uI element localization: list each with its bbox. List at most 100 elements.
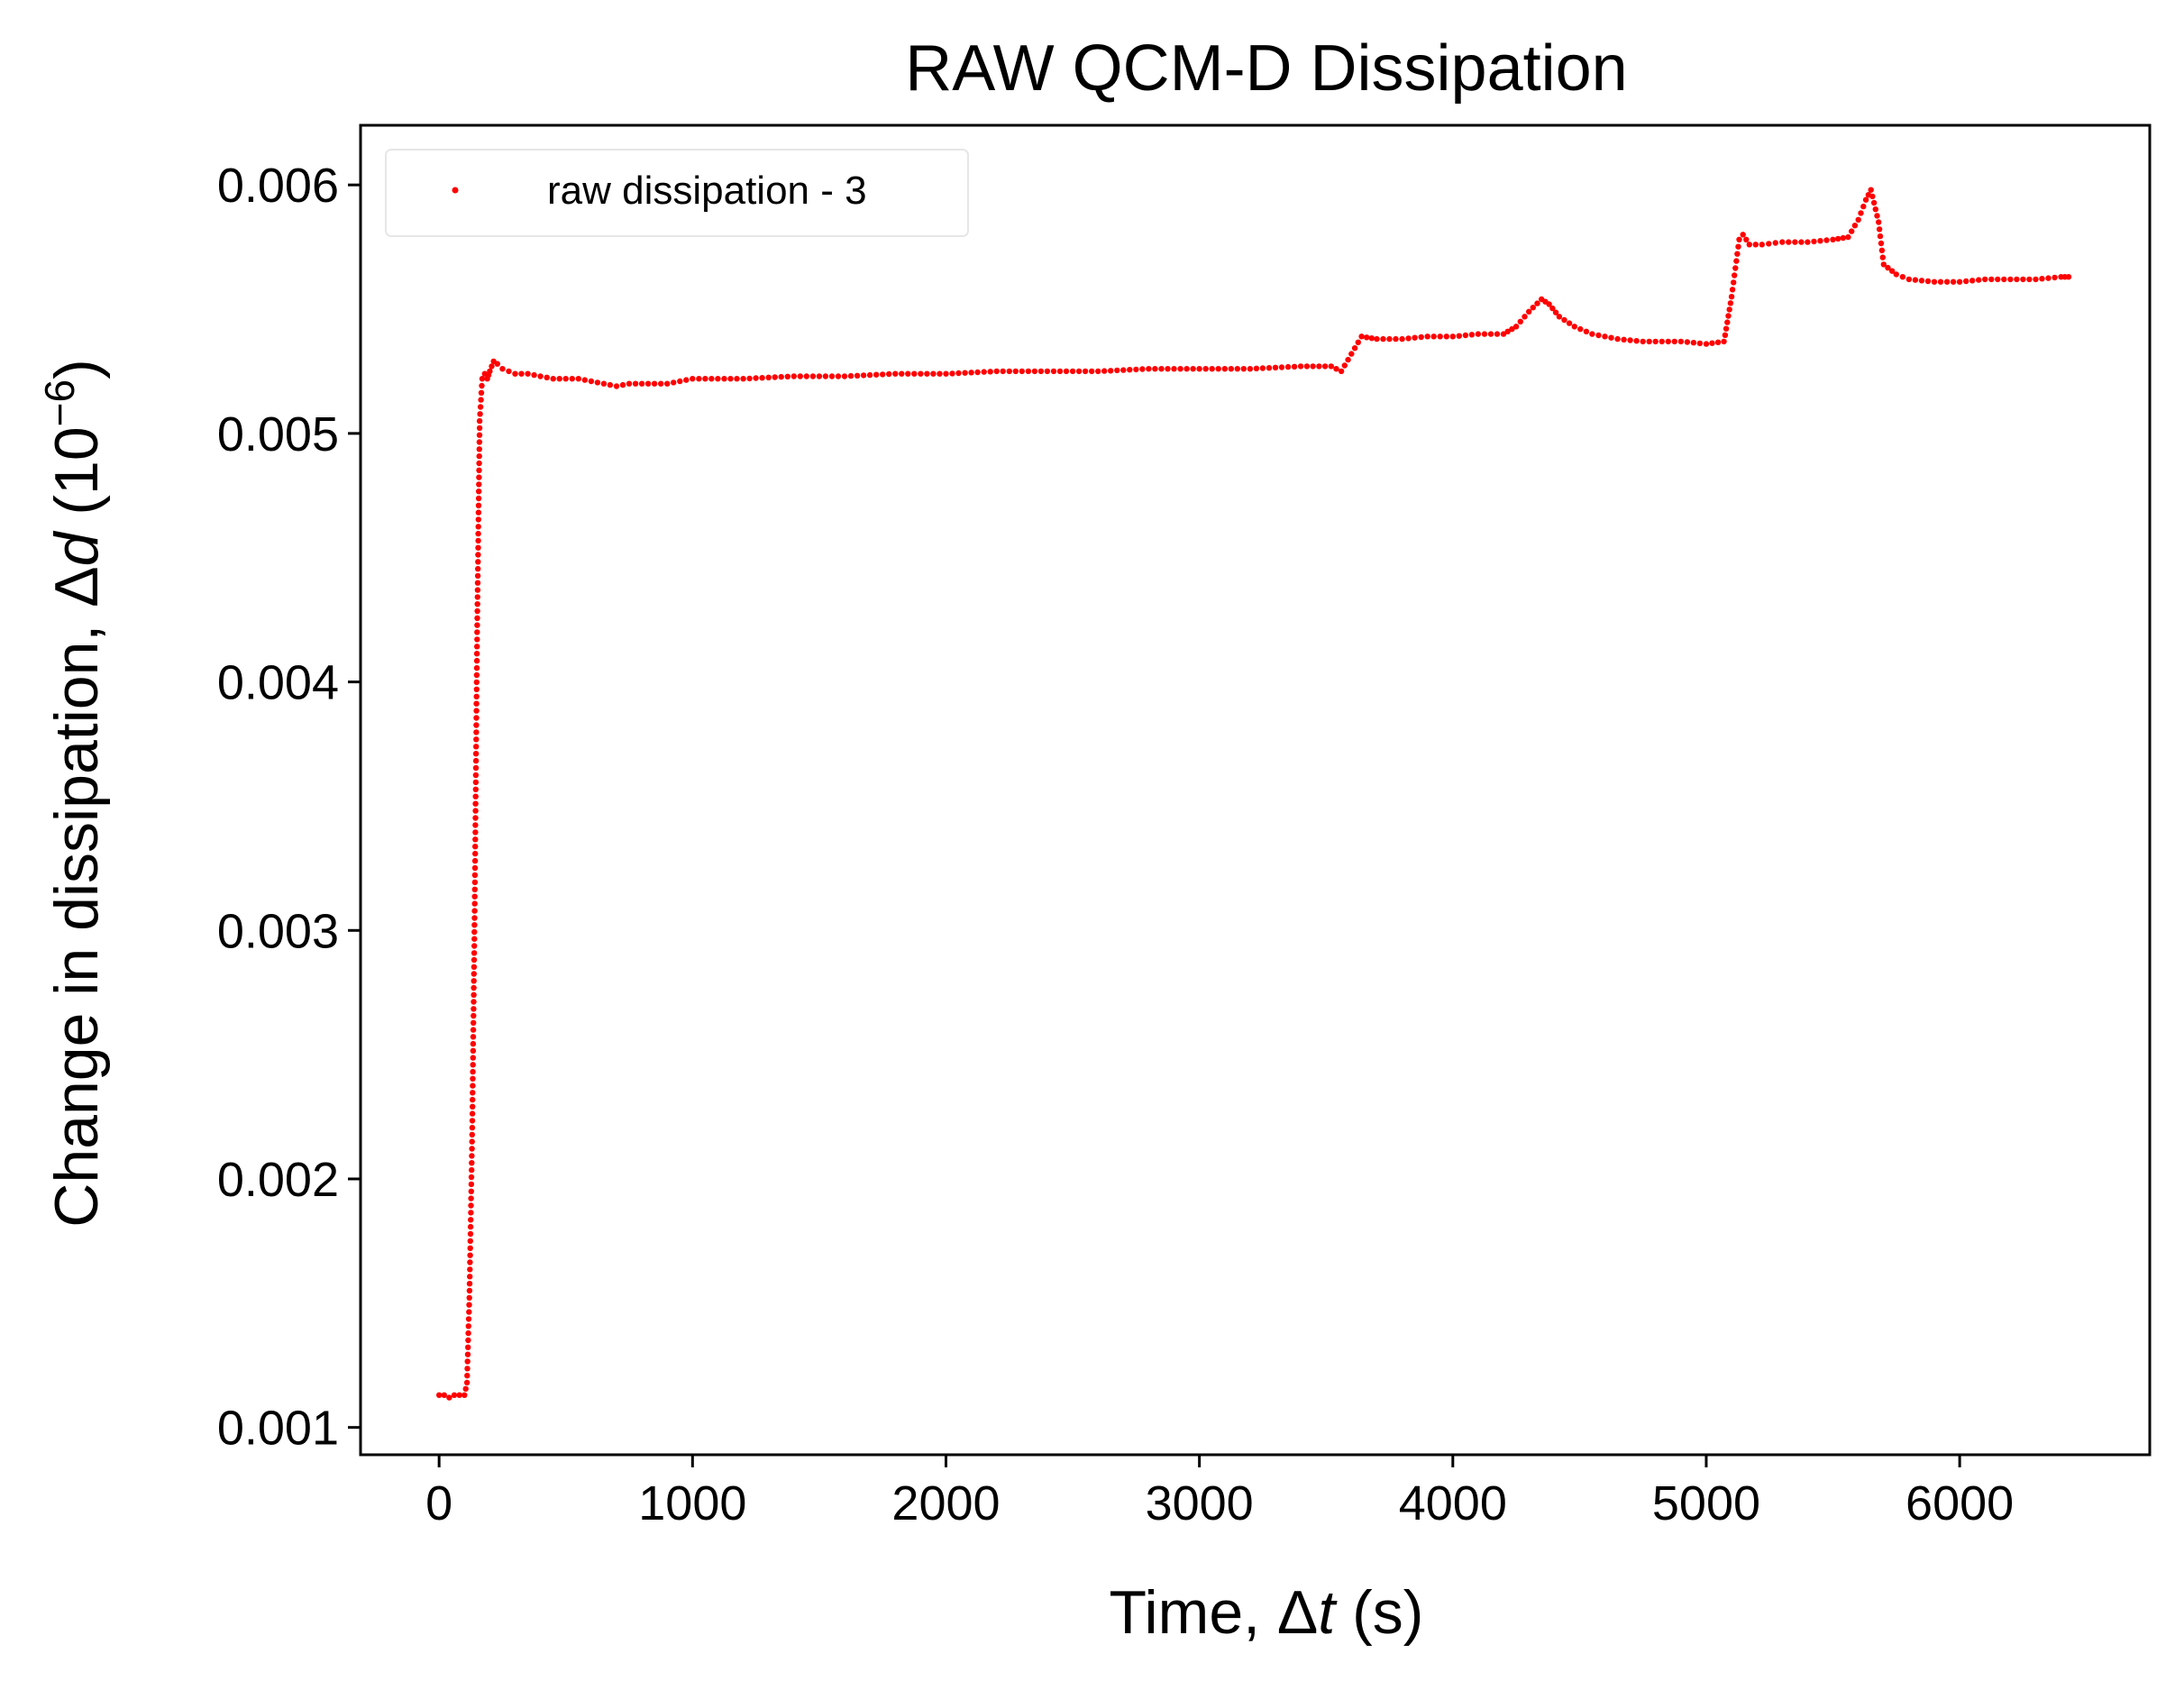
data-point xyxy=(1969,278,1976,284)
data-point xyxy=(475,530,481,537)
data-point xyxy=(466,1294,472,1302)
data-point xyxy=(1677,338,1685,345)
data-point xyxy=(866,371,873,379)
data-point xyxy=(880,371,886,378)
data-point xyxy=(479,376,486,382)
data-point xyxy=(1732,265,1739,271)
data-point xyxy=(765,374,772,380)
data-point xyxy=(473,671,480,679)
data-point xyxy=(487,368,493,375)
data-point xyxy=(1845,233,1851,241)
data-point xyxy=(828,373,836,379)
data-point xyxy=(1025,368,1032,375)
data-point xyxy=(1012,368,1019,375)
data-point xyxy=(816,373,823,379)
data-point xyxy=(918,370,924,377)
data-point xyxy=(2007,276,2014,283)
data-point xyxy=(472,786,479,792)
data-point xyxy=(472,751,480,757)
data-point xyxy=(1868,187,1874,193)
data-point xyxy=(1437,333,1443,340)
data-point xyxy=(1880,261,1887,268)
data-point xyxy=(467,1245,473,1252)
data-point xyxy=(466,1309,472,1315)
data-point xyxy=(1792,239,1798,245)
data-point xyxy=(562,376,569,382)
data-point xyxy=(494,361,500,367)
data-point xyxy=(1899,274,1906,280)
data-point xyxy=(451,1392,458,1399)
data-point xyxy=(474,636,480,643)
data-point xyxy=(2033,276,2039,283)
data-point xyxy=(468,1217,474,1223)
data-point xyxy=(469,1153,475,1159)
data-point xyxy=(474,587,481,593)
data-point xyxy=(1621,336,1627,343)
data-point xyxy=(477,404,484,410)
data-point xyxy=(1743,236,1750,242)
data-point xyxy=(746,375,753,382)
data-point xyxy=(1297,363,1304,370)
data-point xyxy=(1368,335,1375,342)
data-point xyxy=(974,369,981,376)
data-point xyxy=(778,373,784,380)
data-point xyxy=(471,943,478,949)
data-point xyxy=(2065,274,2072,280)
data-point xyxy=(658,380,664,387)
data-point xyxy=(556,376,562,382)
data-point xyxy=(1950,279,1957,285)
data-point xyxy=(471,936,478,942)
data-point xyxy=(1937,279,1944,285)
data-point xyxy=(1127,367,1133,373)
x-tick-label: 2000 xyxy=(891,1476,1000,1530)
data-point xyxy=(474,622,480,628)
data-point xyxy=(1727,300,1734,306)
data-point xyxy=(1468,332,1476,338)
data-point xyxy=(1050,368,1057,375)
data-point xyxy=(1316,363,1322,370)
y-tick-label: 0.004 xyxy=(217,656,339,710)
data-point xyxy=(477,411,483,417)
data-point xyxy=(518,370,525,377)
data-point xyxy=(1772,240,1779,246)
data-point xyxy=(1374,335,1380,343)
data-point xyxy=(892,370,899,377)
data-point xyxy=(2039,276,2045,282)
x-tick-label: 1000 xyxy=(638,1476,746,1530)
data-point xyxy=(1158,366,1165,372)
data-point xyxy=(1177,366,1183,372)
data-point xyxy=(772,374,778,380)
data-point xyxy=(1556,314,1563,320)
data-point xyxy=(471,999,477,1005)
data-point xyxy=(471,984,477,991)
data-point xyxy=(476,467,482,473)
data-point xyxy=(470,1096,476,1103)
data-point xyxy=(638,380,645,387)
data-point xyxy=(1418,333,1424,341)
data-point xyxy=(955,370,962,377)
y-tick-label: 0.003 xyxy=(217,904,339,958)
data-point xyxy=(721,376,727,382)
data-point xyxy=(1798,239,1805,245)
data-point xyxy=(1561,316,1567,324)
data-point xyxy=(1735,243,1741,250)
data-point xyxy=(475,516,481,523)
data-point xyxy=(2020,276,2026,283)
data-series xyxy=(436,187,2072,1401)
data-point xyxy=(1037,368,1045,375)
data-point xyxy=(1646,338,1652,345)
legend-label: raw dissipation - 3 xyxy=(547,169,867,213)
data-point xyxy=(471,1006,477,1012)
data-point xyxy=(1183,366,1190,372)
data-point xyxy=(1878,247,1886,253)
data-point xyxy=(671,379,677,386)
data-point xyxy=(471,857,479,864)
data-point xyxy=(1963,278,1969,285)
data-point xyxy=(1108,368,1114,374)
data-point xyxy=(461,1392,468,1399)
data-point xyxy=(2001,276,2007,283)
data-point xyxy=(470,1103,476,1110)
data-point xyxy=(2026,276,2033,283)
data-point xyxy=(1240,366,1247,372)
data-point xyxy=(471,928,478,936)
